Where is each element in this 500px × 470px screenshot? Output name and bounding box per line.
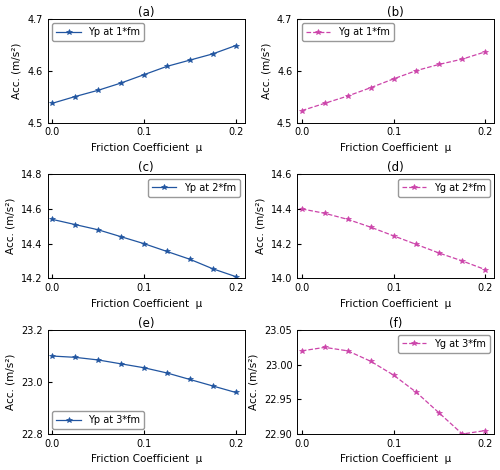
Y-axis label: Acc. (m/s²): Acc. (m/s²) (249, 354, 259, 410)
Legend: Yg at 2*fm: Yg at 2*fm (398, 179, 490, 197)
Legend: Yp at 2*fm: Yp at 2*fm (148, 179, 240, 197)
Y-axis label: Acc. (m/s²): Acc. (m/s²) (12, 42, 22, 99)
Title: (d): (d) (388, 161, 404, 174)
X-axis label: Friction Coefficient  μ: Friction Coefficient μ (340, 454, 452, 464)
Y-axis label: Acc. (m/s²): Acc. (m/s²) (6, 354, 16, 410)
X-axis label: Friction Coefficient  μ: Friction Coefficient μ (90, 299, 202, 309)
Legend: Yg at 1*fm: Yg at 1*fm (302, 24, 394, 41)
Title: (c): (c) (138, 161, 154, 174)
Title: (a): (a) (138, 6, 154, 18)
Y-axis label: Acc. (m/s²): Acc. (m/s²) (262, 42, 272, 99)
Legend: Yp at 1*fm: Yp at 1*fm (52, 24, 144, 41)
X-axis label: Friction Coefficient  μ: Friction Coefficient μ (90, 454, 202, 464)
X-axis label: Friction Coefficient  μ: Friction Coefficient μ (340, 143, 452, 153)
Title: (f): (f) (389, 317, 402, 330)
Title: (e): (e) (138, 317, 154, 330)
X-axis label: Friction Coefficient  μ: Friction Coefficient μ (90, 143, 202, 153)
Legend: Yg at 3*fm: Yg at 3*fm (398, 335, 490, 352)
Y-axis label: Acc. (m/s²): Acc. (m/s²) (6, 198, 16, 254)
X-axis label: Friction Coefficient  μ: Friction Coefficient μ (340, 299, 452, 309)
Legend: Yp at 3*fm: Yp at 3*fm (52, 411, 144, 429)
Title: (b): (b) (388, 6, 404, 18)
Y-axis label: Acc. (m/s²): Acc. (m/s²) (256, 198, 266, 254)
